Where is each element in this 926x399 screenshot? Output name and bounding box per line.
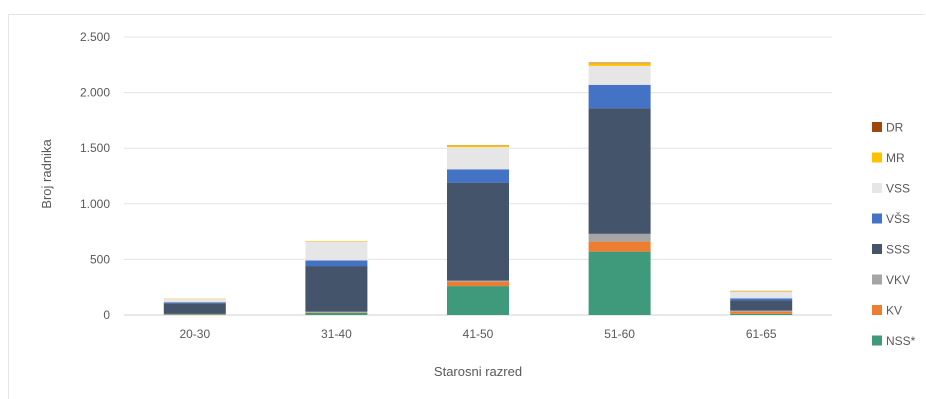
bar-segment-vss [447,147,509,170]
bar-segment-mr [730,291,793,292]
bar-segment-vs [163,302,226,304]
bar-segment-kv [305,312,368,313]
bar-segment-nss [730,313,793,315]
bars [163,62,793,315]
bar-segment-sss [588,108,651,234]
legend-item: DR [872,121,904,135]
legend-label: NSS* [886,334,916,348]
bar-segment-vs [730,298,793,301]
x-tick-label: 61-65 [746,327,777,341]
x-tick-label: 31-40 [321,327,352,341]
bar-segment-kv [447,281,509,287]
legend-swatch [872,213,882,224]
chart-frame [8,14,925,399]
bar-segment-vkv [588,233,651,242]
bar-segment-sss [305,266,368,312]
y-axis-ticks: 0 500 1.000 1.500 2.000 2.500 [80,30,110,322]
y-axis-title: Broj radnika [39,139,54,209]
y-tick-label: 2.000 [80,86,110,100]
legend-label: KV [886,304,902,318]
x-tick-label: 41-50 [463,327,494,341]
legend-label: VKV [886,273,910,287]
y-tick-label: 0 [103,308,110,322]
bar-segment-vkv [305,311,368,313]
legend-item: VSS [872,182,910,196]
x-axis-ticks: 20-30 31-40 41-50 51-60 61-65 [179,327,776,341]
legend-label: MR [886,151,905,165]
legend-item: NSS* [872,334,916,348]
bar-segment-sss [730,300,793,311]
legend-label: VŠS [886,211,910,226]
bar-segment-nss [447,286,509,315]
bar-segment-nss [588,251,651,315]
y-tick-label: 500 [90,252,110,266]
legend-item: VKV [872,273,910,287]
bar-segment-vs [447,169,509,183]
x-tick-label: 51-60 [604,327,635,341]
bar-segment-kv [588,241,651,252]
y-tick-label: 2.500 [80,30,110,44]
bar-segment-nss [163,314,226,315]
legend-item: VŠS [872,211,910,226]
bar-segment-vs [305,260,368,267]
legend-swatch [872,183,882,193]
x-tick-label: 20-30 [179,327,210,341]
bar-segment-mr [588,63,651,66]
legend-swatch [872,122,882,132]
legend-item: SSS [872,243,910,257]
y-tick-label: 1.500 [80,141,110,155]
legend-swatch [872,274,882,285]
legend-label: SSS [886,243,910,257]
bar-segment-mr [447,145,509,148]
bar-segment-vkv [447,280,509,282]
bar-segment-vss [163,298,226,303]
legend-label: DR [886,121,904,135]
bar-segment-dr [588,62,651,64]
bar-segment-sss [447,182,509,281]
legend-swatch [872,152,882,163]
legend-swatch [872,244,882,254]
y-tick-label: 1.000 [80,197,110,211]
bar-segment-vss [588,65,651,85]
legend-item: KV [872,304,902,318]
legend: DR MR VSS VŠS SSS VKV KV NSS* [872,121,916,348]
bar-segment-nss [305,312,368,315]
x-axis-title: Starosni razred [434,364,522,379]
bar-segment-vs [588,84,651,109]
bar-segment-vss [730,291,793,299]
legend-item: MR [872,151,905,165]
bar-segment-kv [730,311,793,314]
legend-swatch [872,335,882,346]
bar-segment-mr [305,241,368,242]
legend-label: VSS [886,182,910,196]
bar-segment-sss [163,303,226,314]
bar-segment-vkv [730,310,793,312]
legend-swatch [872,305,882,315]
bar-segment-vss [305,241,368,261]
